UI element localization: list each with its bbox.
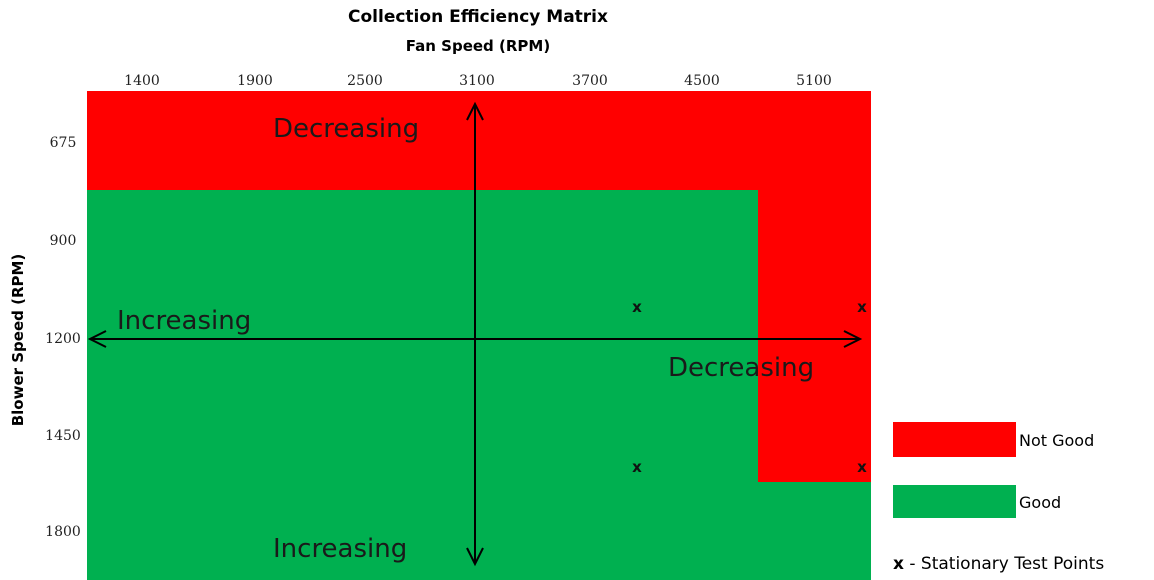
direction-label-top: Decreasing (273, 114, 420, 144)
chart-title: Collection Efficiency Matrix (348, 7, 608, 27)
direction-label-right: Decreasing (668, 353, 815, 383)
legend-swatch-good (893, 485, 1016, 518)
blower-speed-label: 900 (49, 233, 77, 249)
arrow-left-icon (87, 330, 107, 348)
x-axis-title: Fan Speed (RPM) (405, 37, 551, 55)
test-point-marker: x (632, 298, 642, 316)
blower-speed-label: 1450 (45, 428, 81, 444)
legend-label-good: Good (1019, 493, 1062, 512)
arrow-up-icon (466, 101, 484, 121)
blower-speed-label: 675 (49, 135, 77, 151)
legend-label-not-good: Not Good (1019, 431, 1095, 450)
fan-speed-label: 3100 (459, 73, 495, 89)
legend-marker-symbol: x (893, 554, 904, 574)
test-point-marker: x (857, 458, 867, 476)
fan-speed-label: 2500 (347, 73, 383, 89)
test-point-marker: x (857, 298, 867, 316)
not-good-region-top (87, 91, 871, 190)
legend-marker-text: - Stationary Test Points (909, 554, 1105, 574)
direction-label-left: Increasing (117, 306, 252, 336)
legend-swatch-not-good (893, 422, 1016, 457)
fan-speed-label: 5100 (796, 73, 832, 89)
direction-label-bottom: Increasing (273, 534, 408, 564)
fan-speed-label: 1900 (237, 73, 273, 89)
legend-test-points: x - Stationary Test Points (893, 554, 1104, 574)
blower-speed-label: 1200 (45, 331, 81, 347)
arrow-right-icon (843, 330, 863, 348)
fan-speed-label: 1400 (124, 73, 160, 89)
fan-speed-label: 4500 (684, 73, 720, 89)
blower-speed-label: 1800 (45, 524, 81, 540)
arrow-down-icon (466, 547, 484, 567)
fan-speed-label: 3700 (572, 73, 608, 89)
test-point-marker: x (632, 458, 642, 476)
